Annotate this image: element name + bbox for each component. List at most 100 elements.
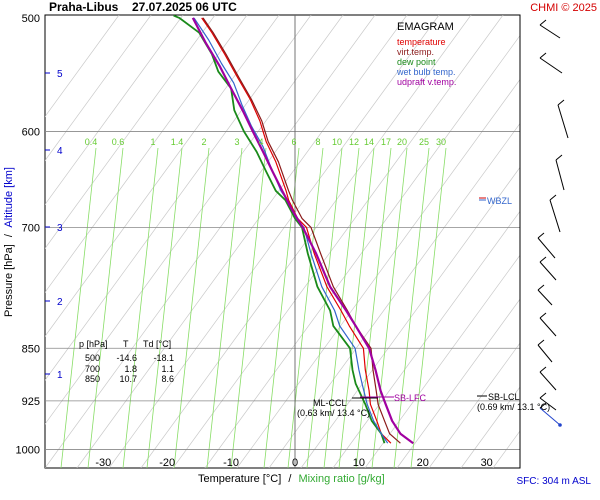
table-header-t: T bbox=[123, 339, 129, 349]
dry-adiabat-line bbox=[45, 15, 376, 468]
ml-ccl-detail: (0.63 km/ 13.4 °C) bbox=[297, 408, 370, 418]
legend-title: EMAGRAM bbox=[397, 21, 454, 33]
table-cell: -18.1 bbox=[153, 353, 174, 363]
wind-barb bbox=[537, 237, 556, 259]
temperature-tick-label: 20 bbox=[417, 457, 429, 469]
legend-item-temperature: temperature bbox=[397, 37, 446, 47]
temperature-tick-label: 0 bbox=[292, 457, 298, 469]
legend-item-wet-bulb: wet bulb temp. bbox=[396, 67, 456, 77]
wind-barb bbox=[539, 397, 557, 411]
dry-adiabat-line bbox=[332, 210, 520, 468]
dry-adiabat-line bbox=[45, 15, 216, 249]
mixing-ratio-line bbox=[230, 147, 267, 468]
temperature-tick-label: 30 bbox=[481, 457, 493, 469]
mixing-ratio-line bbox=[371, 147, 408, 468]
mixing-ratio-label: 8 bbox=[315, 137, 320, 147]
mixing-ratio-line bbox=[338, 147, 375, 468]
dry-adiabat-line bbox=[204, 34, 520, 468]
table-cell: 1.8 bbox=[124, 364, 137, 374]
temperature-tick-label: -30 bbox=[95, 457, 111, 469]
table-cell: 850 bbox=[85, 374, 100, 384]
wind-barb bbox=[539, 261, 557, 281]
dry-adiabat-line bbox=[428, 342, 520, 468]
pressure-tick-label: 700 bbox=[22, 222, 40, 234]
wind-barb bbox=[539, 317, 557, 337]
table-cell: 1.1 bbox=[161, 364, 174, 374]
dry-adiabat-line bbox=[108, 15, 440, 468]
wind-barb bbox=[549, 199, 561, 233]
mixing-ratio-label: 6 bbox=[291, 137, 296, 147]
y-axis-title: Pressure [hPa] / Altitude [km] bbox=[3, 167, 15, 317]
temperature-tick-label: 10 bbox=[353, 457, 365, 469]
wind-barb bbox=[557, 104, 569, 139]
pressure-tick-label: 925 bbox=[22, 396, 40, 408]
legend-item-virt-temp: virt.temp. bbox=[397, 47, 434, 57]
wind-barb-flag bbox=[539, 392, 547, 399]
mixing-ratio-line bbox=[87, 147, 124, 468]
y-axis-separator: / bbox=[3, 233, 15, 237]
wind-barb bbox=[539, 371, 557, 391]
dry-adiabat-line bbox=[45, 15, 344, 425]
altitude-tick-label: 2 bbox=[57, 297, 63, 308]
table-cell: 700 bbox=[85, 364, 100, 374]
mixing-ratio-line bbox=[287, 147, 324, 468]
wind-barb bbox=[539, 407, 561, 426]
table-header-td: Td [°C] bbox=[143, 339, 171, 349]
mixing-ratio-label: 1.4 bbox=[171, 137, 184, 147]
series-virt-temp bbox=[202, 17, 401, 444]
altitude-tick-label: 3 bbox=[57, 223, 63, 234]
sb-lcl-detail: (0.69 km/ 13.1 °C) bbox=[477, 402, 550, 412]
wbzl-label: WBZL bbox=[487, 196, 512, 206]
mixing-ratio-label: 2 bbox=[201, 137, 206, 147]
dry-adiabat-line bbox=[172, 15, 504, 468]
table-cell: 500 bbox=[85, 353, 100, 363]
temperature-tick-label: -20 bbox=[159, 457, 175, 469]
x-axis-temperature-label: Temperature [°C] bbox=[198, 473, 281, 485]
credit-text: CHMI © 2025 bbox=[530, 2, 597, 14]
x-axis-mixing-label: Mixing ratio [g/kg] bbox=[298, 473, 384, 485]
series-temperature bbox=[201, 17, 392, 444]
mixing-ratio-line bbox=[410, 147, 447, 468]
altitude-tick-label: 5 bbox=[57, 69, 63, 80]
wind-barb-flag bbox=[537, 284, 545, 291]
wind-barb bbox=[555, 159, 565, 191]
wind-barb-flag bbox=[539, 402, 547, 409]
sb-lfc-label: SB-LFC bbox=[394, 393, 427, 403]
table-cell: -14.6 bbox=[116, 353, 137, 363]
dry-adiabat-line bbox=[45, 15, 312, 381]
wind-barb-flag bbox=[555, 154, 563, 161]
y-axis-pressure-label: Pressure [hPa] bbox=[3, 244, 15, 317]
dry-adiabat-line bbox=[300, 166, 520, 468]
dry-adiabat-line bbox=[45, 15, 280, 337]
pressure-tick-label: 500 bbox=[22, 13, 40, 25]
mixing-ratio-label: 20 bbox=[397, 137, 407, 147]
mixing-ratio-label: 3 bbox=[234, 137, 239, 147]
dry-adiabat-line bbox=[76, 15, 408, 468]
mixing-ratio-label: 14 bbox=[364, 137, 374, 147]
mixing-ratio-label: 25 bbox=[419, 137, 429, 147]
wind-barb bbox=[537, 289, 553, 306]
dry-adiabat-line bbox=[396, 298, 520, 468]
mixing-ratio-label: 30 bbox=[436, 137, 446, 147]
table-cell: 8.6 bbox=[161, 374, 174, 384]
mixing-ratio-line bbox=[146, 147, 183, 468]
wind-barb-flag bbox=[539, 256, 547, 263]
mixing-ratio-label: 0.4 bbox=[85, 137, 98, 147]
wind-barb bbox=[539, 24, 561, 39]
altitude-tick-label: 1 bbox=[57, 370, 63, 381]
wind-barb-flag bbox=[539, 52, 547, 59]
mixing-ratio-label: 0.6 bbox=[112, 137, 125, 147]
pressure-tick-label: 850 bbox=[22, 343, 40, 355]
wind-barb-flag bbox=[539, 312, 547, 319]
mixing-ratio-label: 4 bbox=[258, 137, 263, 147]
wind-barb-flag bbox=[549, 194, 557, 201]
mixing-ratio-line bbox=[355, 147, 392, 468]
pressure-tick-label: 1000 bbox=[16, 444, 40, 456]
sfc-label: SFC: 304 m ASL bbox=[517, 476, 592, 487]
mixing-ratio-line bbox=[206, 147, 243, 468]
datetime-title: 27.07.2025 06 UTC bbox=[132, 0, 237, 14]
wind-barb-flag bbox=[557, 99, 565, 106]
wind-barb bbox=[539, 57, 563, 74]
dry-adiabat-line bbox=[236, 78, 520, 468]
